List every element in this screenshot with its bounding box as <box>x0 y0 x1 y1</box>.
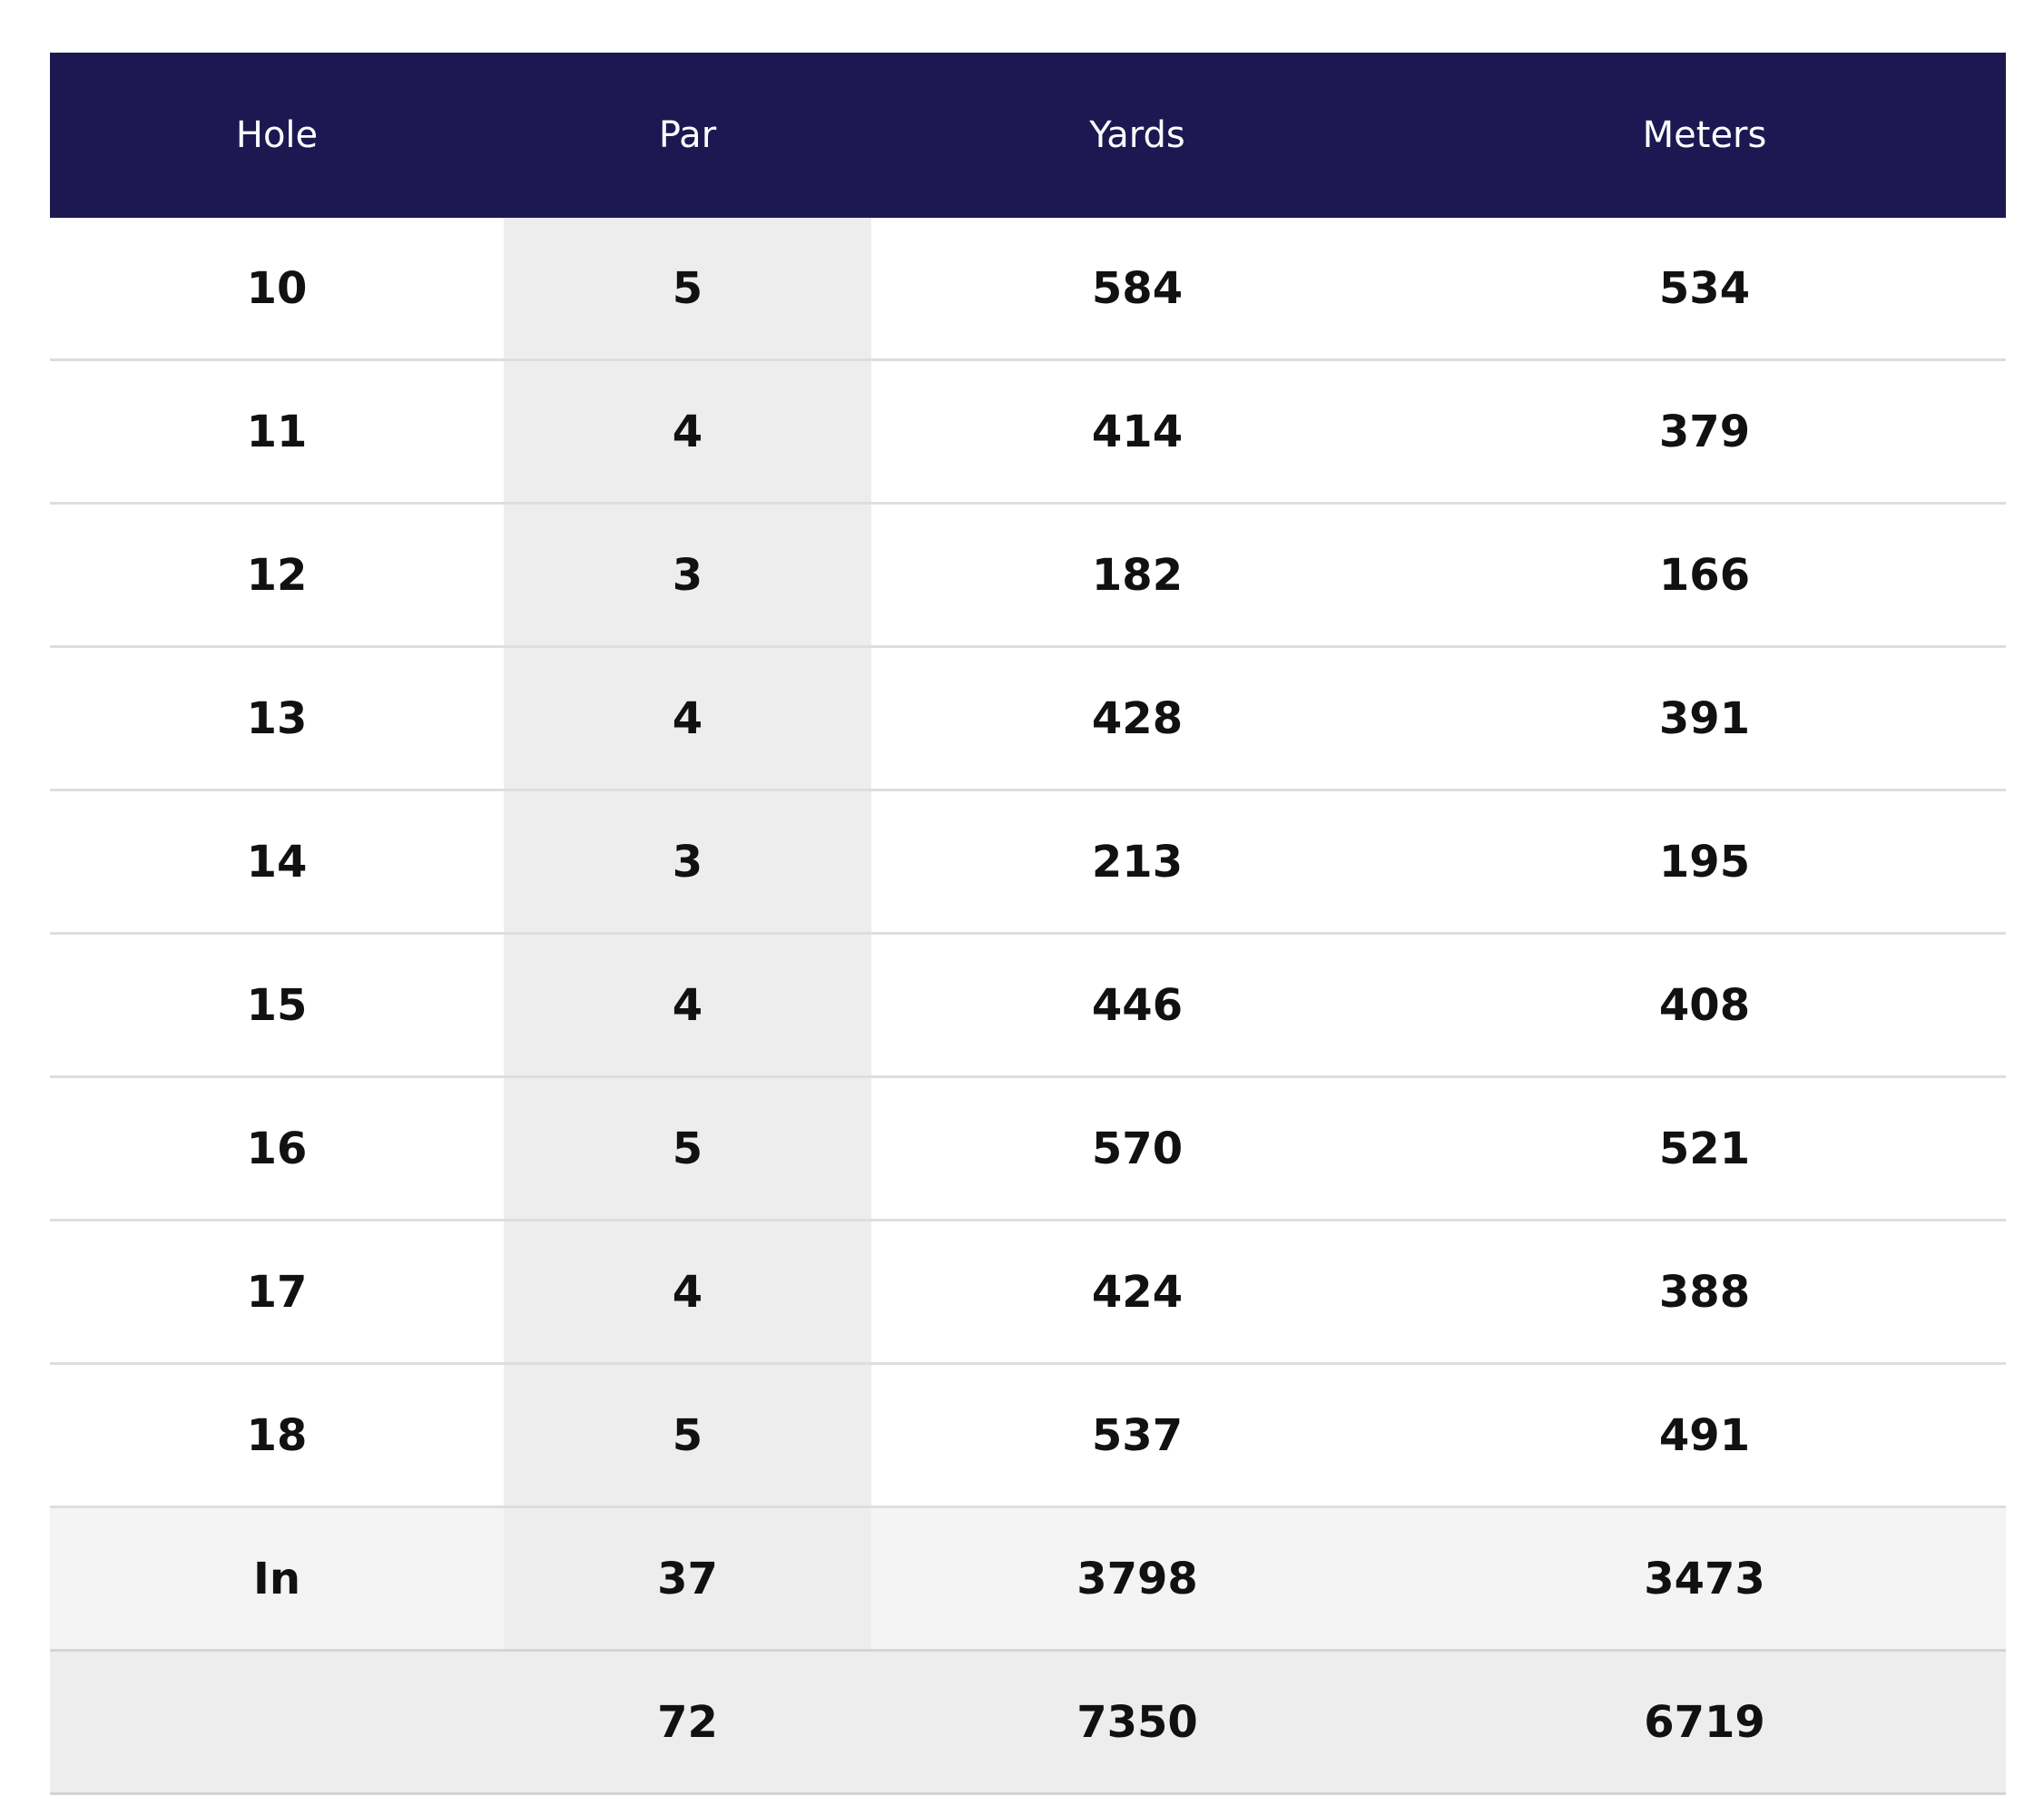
hole-cell: 13 <box>50 646 504 791</box>
total-row: 72 7350 6719 <box>50 1650 2006 1795</box>
yards-cell: 414 <box>871 359 1403 505</box>
table-row: 12 3 182 166 <box>50 503 2006 648</box>
yards-cell: 570 <box>871 1076 1403 1221</box>
table-row: 15 4 446 408 <box>50 933 2006 1078</box>
meters-cell: 391 <box>1403 646 2006 791</box>
subtotal-yards: 3798 <box>871 1506 1403 1652</box>
par-cell: 5 <box>504 218 871 361</box>
par-cell: 4 <box>504 646 871 791</box>
column-header-hole: Hole <box>235 114 319 156</box>
meters-cell: 166 <box>1403 503 2006 648</box>
hole-cell: 16 <box>50 1076 504 1221</box>
table-row: 17 4 424 388 <box>50 1220 2006 1365</box>
table-row: 11 4 414 379 <box>50 359 2006 505</box>
hole-cell: 14 <box>50 790 504 935</box>
meters-cell: 195 <box>1403 790 2006 935</box>
par-cell: 5 <box>504 1076 871 1221</box>
hole-cell: 15 <box>50 933 504 1078</box>
table-row: 14 3 213 195 <box>50 790 2006 935</box>
yards-cell: 446 <box>871 933 1403 1078</box>
par-cell: 5 <box>504 1363 871 1508</box>
scorecard-table: Hole Par Yards Meters 10 5 584 534 11 4 … <box>50 53 2006 1795</box>
table-row: 16 5 570 521 <box>50 1076 2006 1221</box>
hole-cell: 12 <box>50 503 504 648</box>
yards-cell: 213 <box>871 790 1403 935</box>
par-cell: 4 <box>504 359 871 505</box>
subtotal-row-in: In 37 3798 3473 <box>50 1506 2006 1652</box>
column-header-meters: Meters <box>1642 114 1767 156</box>
hole-cell: 11 <box>50 359 504 505</box>
meters-cell: 534 <box>1403 218 2006 361</box>
par-cell: 3 <box>504 790 871 935</box>
total-label <box>50 1650 504 1795</box>
total-meters: 6719 <box>1403 1650 2006 1795</box>
meters-cell: 388 <box>1403 1220 2006 1365</box>
total-yards: 7350 <box>871 1650 1403 1795</box>
column-header-par: Par <box>658 114 717 156</box>
subtotal-label: In <box>50 1506 504 1652</box>
meters-cell: 379 <box>1403 359 2006 505</box>
hole-cell: 18 <box>50 1363 504 1508</box>
yards-cell: 182 <box>871 503 1403 648</box>
par-cell: 4 <box>504 933 871 1078</box>
table-row: 10 5 584 534 <box>50 218 2006 361</box>
hole-cell: 10 <box>50 218 504 361</box>
table-row: 13 4 428 391 <box>50 646 2006 791</box>
meters-cell: 408 <box>1403 933 2006 1078</box>
yards-cell: 584 <box>871 218 1403 361</box>
header-row: Hole Par Yards Meters <box>50 53 2006 218</box>
meters-cell: 521 <box>1403 1076 2006 1221</box>
subtotal-par: 37 <box>504 1506 871 1652</box>
par-cell: 3 <box>504 503 871 648</box>
table-row: 18 5 537 491 <box>50 1363 2006 1508</box>
column-header-yards: Yards <box>1089 114 1185 156</box>
yards-cell: 537 <box>871 1363 1403 1508</box>
yards-cell: 428 <box>871 646 1403 791</box>
par-cell: 4 <box>504 1220 871 1365</box>
meters-cell: 491 <box>1403 1363 2006 1508</box>
yards-cell: 424 <box>871 1220 1403 1365</box>
hole-cell: 17 <box>50 1220 504 1365</box>
subtotal-meters: 3473 <box>1403 1506 2006 1652</box>
total-par: 72 <box>504 1650 871 1795</box>
